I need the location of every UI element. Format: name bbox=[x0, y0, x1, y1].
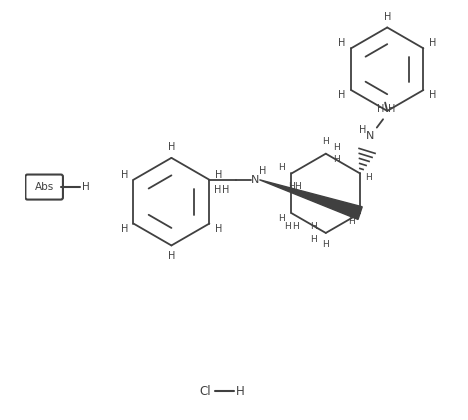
Text: Abs: Abs bbox=[35, 182, 54, 192]
Text: H: H bbox=[322, 137, 329, 147]
Text: H: H bbox=[236, 385, 245, 398]
Text: H: H bbox=[322, 240, 329, 249]
Text: H: H bbox=[338, 90, 346, 100]
Text: H: H bbox=[338, 38, 346, 48]
Text: H: H bbox=[377, 104, 385, 114]
Text: H: H bbox=[214, 185, 221, 195]
Text: H: H bbox=[121, 224, 128, 234]
Text: Cl: Cl bbox=[199, 385, 211, 398]
Text: H: H bbox=[278, 163, 285, 172]
Text: H: H bbox=[284, 222, 291, 231]
Text: H: H bbox=[168, 142, 175, 152]
Text: H: H bbox=[384, 12, 391, 22]
Text: H: H bbox=[168, 251, 175, 261]
Text: H: H bbox=[292, 222, 299, 231]
Text: H: H bbox=[429, 38, 436, 48]
Text: N: N bbox=[366, 131, 375, 141]
Text: H: H bbox=[310, 235, 317, 244]
FancyBboxPatch shape bbox=[25, 175, 63, 200]
Text: H: H bbox=[222, 185, 230, 195]
Text: H: H bbox=[288, 182, 295, 192]
Text: H: H bbox=[365, 173, 372, 182]
Text: H: H bbox=[310, 222, 317, 231]
Text: H: H bbox=[215, 224, 222, 234]
Text: H: H bbox=[294, 182, 301, 192]
Text: H: H bbox=[278, 215, 285, 223]
Text: H: H bbox=[429, 90, 436, 100]
Polygon shape bbox=[259, 180, 362, 220]
Text: H: H bbox=[121, 170, 128, 179]
Text: N: N bbox=[251, 175, 259, 185]
Text: H: H bbox=[358, 125, 366, 135]
Text: H: H bbox=[348, 217, 355, 226]
Text: H: H bbox=[333, 143, 340, 152]
Text: H: H bbox=[215, 170, 222, 179]
Text: H: H bbox=[82, 182, 90, 192]
Text: H: H bbox=[388, 104, 395, 114]
Text: H: H bbox=[259, 166, 266, 176]
Text: H: H bbox=[333, 155, 340, 165]
